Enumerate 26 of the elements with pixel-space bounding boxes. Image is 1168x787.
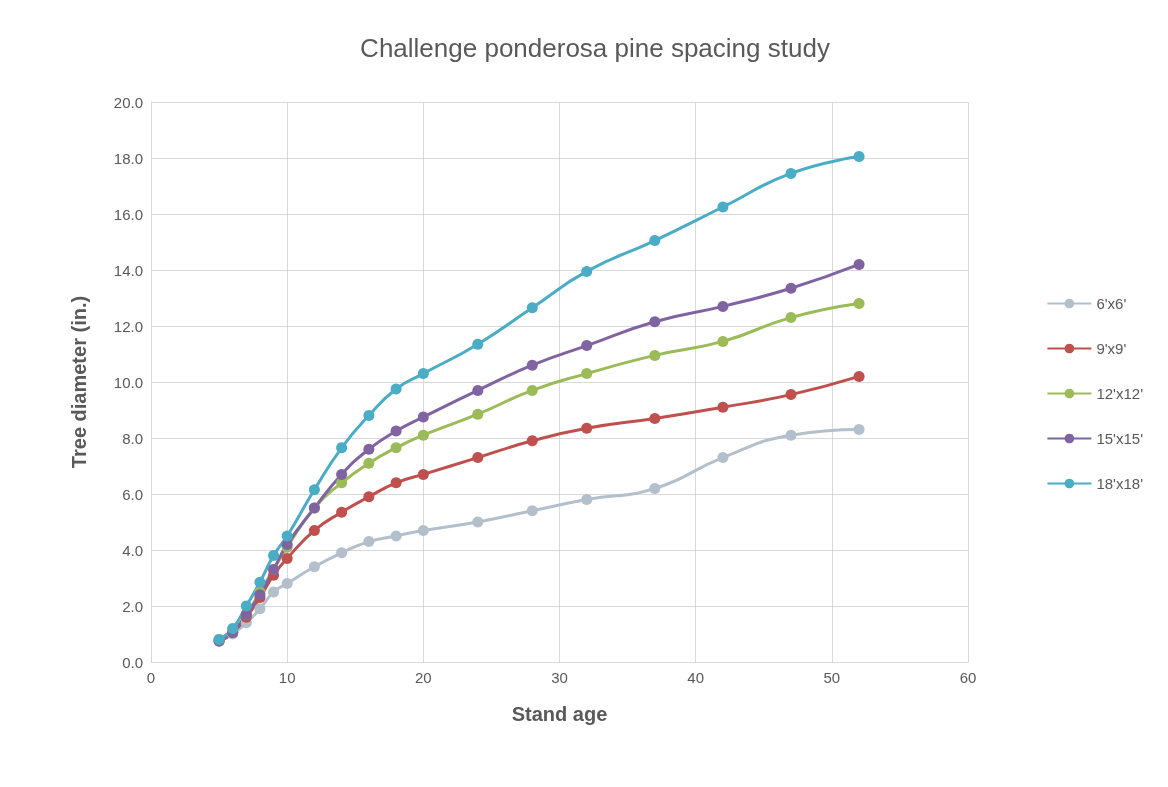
x-tick-label: 40 bbox=[687, 669, 705, 686]
y-tick-label: 4.0 bbox=[122, 541, 143, 559]
y-tick-label: 18.0 bbox=[113, 149, 143, 167]
y-tick-label: 12.0 bbox=[113, 317, 143, 335]
legend-label: 15'x15' bbox=[1096, 430, 1144, 447]
y-tick-label: 16.0 bbox=[113, 205, 143, 223]
chart-title: Challenge ponderosa pine spacing study bbox=[360, 33, 830, 63]
x-tick-label: 60 bbox=[959, 669, 977, 686]
legend-label: 6'x6' bbox=[1096, 295, 1127, 312]
y-tick-label: 6.0 bbox=[122, 485, 143, 503]
y-axis-title: Tree diameter (in.) bbox=[68, 295, 90, 469]
legend-label: 18'x18' bbox=[1096, 475, 1144, 492]
legend-label: 12'x12' bbox=[1096, 385, 1144, 402]
y-tick-label: 20.0 bbox=[113, 93, 143, 111]
y-tick-label: 0.0 bbox=[122, 653, 143, 671]
y-tick-label: 8.0 bbox=[122, 429, 143, 447]
x-tick-label: 50 bbox=[823, 669, 841, 686]
x-tick-label: 30 bbox=[551, 669, 568, 686]
x-axis-title: Stand age bbox=[511, 703, 608, 725]
x-tick-label: 0 bbox=[146, 669, 156, 686]
y-tick-label: 14.0 bbox=[113, 261, 143, 279]
y-tick-label: 2.0 bbox=[122, 597, 143, 615]
legend-label: 9'x9' bbox=[1096, 340, 1127, 357]
x-tick-label: 20 bbox=[414, 669, 432, 686]
x-tick-label: 10 bbox=[278, 669, 296, 686]
y-tick-label: 10.0 bbox=[113, 373, 143, 391]
